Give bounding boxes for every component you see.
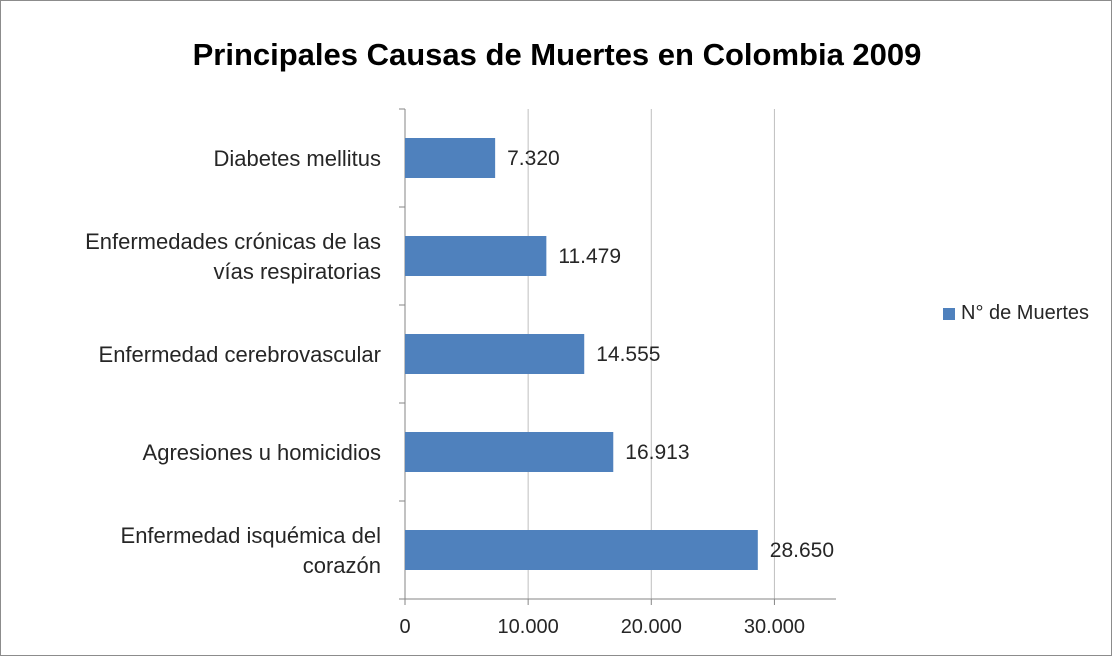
x-tick-label: 30.000 (744, 616, 805, 638)
x-tick-label: 20.000 (621, 616, 682, 638)
legend-label: N° de Muertes (961, 302, 1090, 324)
x-tick-label: 10.000 (498, 616, 559, 638)
data-label: 7.320 (507, 147, 560, 170)
bar (405, 236, 547, 276)
category-label: Enfermedad cerebrovascular (99, 342, 381, 367)
category-label: Enfermedad isquémica del corazón (121, 523, 381, 578)
legend: N° de Muertes (943, 302, 1089, 325)
bar (405, 530, 758, 570)
bar (405, 138, 496, 178)
data-label: 14.555 (596, 343, 660, 366)
chart-title: Principales Causas de Muertes en Colombi… (192, 37, 922, 72)
category-label: Enfermedades crónicas de las vías respira… (85, 229, 381, 284)
data-label: 28.650 (770, 539, 834, 562)
bar (405, 432, 614, 472)
legend-swatch (943, 307, 955, 320)
data-label: 16.913 (625, 441, 689, 464)
category-label: Diabetes mellitus (213, 146, 381, 171)
category-label: Agresiones u homicidios (143, 440, 381, 465)
bar (405, 334, 585, 374)
data-label: 11.479 (558, 245, 621, 268)
x-tick-label: 0 (399, 616, 410, 638)
